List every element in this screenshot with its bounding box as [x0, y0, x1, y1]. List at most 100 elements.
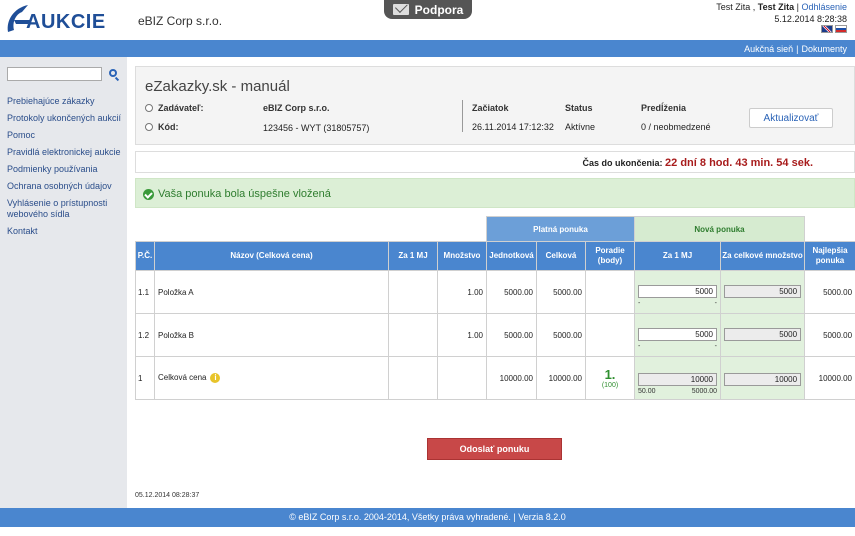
search-input[interactable]	[7, 67, 102, 81]
row-rank	[585, 270, 635, 314]
row-name: Položka B	[154, 313, 389, 357]
total-new-total-cell: 10000	[719, 356, 806, 400]
total-sub-left: 50.00	[638, 388, 656, 395]
user-info: Test Zita , Test Zita | Odhlásenie	[716, 2, 847, 12]
col-rank: Poradie (body)	[585, 241, 635, 271]
page-title: eZakazky.sk - manuál	[145, 78, 290, 95]
new-sub-right: -	[714, 300, 717, 307]
slovak-flag-icon[interactable]	[835, 25, 847, 33]
row-best-offer: 5000.00	[804, 313, 855, 357]
submit-offer-button[interactable]: Odoslať ponuku	[427, 438, 562, 460]
english-flag-icon[interactable]	[821, 25, 833, 33]
zadavatel-label: Zadávateľ:	[158, 103, 204, 113]
row-quantity: 1.00	[437, 270, 487, 314]
row-new-cell: 5000 - -	[634, 270, 721, 314]
row-pc: 1.2	[135, 313, 155, 357]
search-icon[interactable]	[109, 69, 117, 77]
row-quantity: 1.00	[437, 313, 487, 357]
total-name-cell: Celková cena i	[154, 356, 389, 400]
success-message: Vaša ponuka bola úspešne vložená	[158, 188, 331, 200]
total-best-offer: 10000.00	[804, 356, 855, 400]
offer-table: Platná ponuka Nová ponuka P.Č. Názov (Ce…	[135, 216, 855, 400]
row-per-unit	[388, 313, 438, 357]
aukcie-logo[interactable]: AUKCIE	[4, 2, 128, 38]
total-row: 1 Celková cena i 10000.00 10000.00 1. (10…	[135, 356, 855, 400]
divider: |	[796, 2, 802, 12]
group-spacer-right	[804, 216, 855, 242]
refresh-button[interactable]: Aktualizovať	[749, 108, 833, 128]
total-rank-cell: 1. (100)	[585, 356, 635, 400]
total-total: 10000.00	[536, 356, 586, 400]
total-new-per-unit: 10000	[638, 373, 717, 386]
sidebar-item-ongoing-tenders[interactable]: Prebiehajúce zákazky	[7, 96, 95, 106]
page-timestamp: 05.12.2014 08:28:37	[135, 492, 200, 499]
col-per-unit: Za 1 MJ	[388, 241, 438, 271]
sidebar-item-privacy[interactable]: Ochrana osobných údajov	[7, 181, 112, 191]
total-pc: 1	[135, 356, 155, 400]
col-unit-price: Jednotková	[486, 241, 537, 271]
sidebar-item-contact[interactable]: Kontakt	[7, 226, 38, 236]
sidebar-nav: Prebiehajúce zákazky Protokoly ukončenýc…	[7, 96, 125, 243]
row-name: Položka A	[154, 270, 389, 314]
topbar-separator: |	[796, 44, 799, 54]
logo-mark-icon	[7, 5, 30, 32]
new-sub-left: -	[638, 300, 641, 307]
kod-value: 123456 - WYT (31805757)	[263, 123, 370, 133]
start-value: 26.11.2014 17:12:32	[472, 122, 554, 132]
total-unit-price: 10000.00	[486, 356, 537, 400]
countdown-bar: Čas do ukončenia: 22 dní 8 hod. 43 min. …	[135, 151, 855, 173]
auction-info-panel: eZakazky.sk - manuál Zadávateľ: eBIZ Cor…	[135, 66, 855, 145]
envelope-icon	[392, 4, 409, 15]
sidebar-item-auction-rules[interactable]: Pravidlá elektronickej aukcie	[7, 147, 121, 157]
row-unit-price: 5000.00	[486, 270, 537, 314]
kod-radio-icon	[145, 123, 153, 131]
footer: © eBIZ Corp s.r.o. 2004-2014, Všetky prá…	[0, 508, 855, 527]
countdown-label: Čas do ukončenia:	[582, 158, 663, 168]
check-circle-icon	[143, 189, 154, 200]
panel-divider	[462, 100, 463, 132]
language-flags	[821, 25, 847, 33]
total-name: Celková cena	[158, 373, 207, 383]
col-quantity: Množstvo	[437, 241, 487, 271]
documents-link[interactable]: Dokumenty	[801, 44, 847, 54]
start-label: Začiatok	[472, 103, 509, 113]
top-navigation-bar: Aukčná sieň | Dokumenty	[0, 40, 855, 57]
row-unit-price: 5000.00	[486, 313, 537, 357]
row-total: 5000.00	[536, 313, 586, 357]
new-sub-left: -	[638, 343, 641, 350]
new-per-unit-input[interactable]: 5000	[638, 285, 717, 298]
info-icon[interactable]: i	[210, 373, 221, 383]
total-new-cell: 10000 50.00 5000.00	[634, 356, 721, 400]
group-valid-offer: Platná ponuka	[486, 216, 635, 242]
support-label: Podpora	[414, 2, 464, 17]
col-name: Názov (Celková cena)	[154, 241, 389, 271]
auction-hall-link[interactable]: Aukčná sieň	[744, 44, 794, 54]
total-new-total: 10000	[724, 373, 802, 386]
header-datetime: 5.12.2014 8:28:38	[774, 14, 847, 24]
company-name: eBIZ Corp s.r.o.	[138, 14, 223, 28]
table-row: 1.2 Položka B 1.00 5000.00 5000.00 5000 …	[135, 313, 855, 357]
support-button[interactable]: Podpora	[384, 0, 472, 19]
user-separator: ,	[750, 2, 758, 12]
col-new-per-unit: Za 1 MJ	[634, 241, 721, 271]
col-best-offer: Najlepšia ponuka	[804, 241, 855, 271]
sidebar-item-finished-auction-protocols[interactable]: Protokoly ukončených aukcií	[7, 113, 122, 123]
table-row: 1.1 Položka A 1.00 5000.00 5000.00 5000 …	[135, 270, 855, 314]
sidebar: Prebiehajúce zákazky Protokoly ukončenýc…	[0, 57, 127, 508]
new-per-unit-input[interactable]: 5000	[638, 328, 717, 341]
logout-link[interactable]: Odhlásenie	[801, 2, 847, 12]
new-total-input: 5000	[724, 285, 802, 298]
sidebar-item-terms-of-use[interactable]: Podmienky používania	[7, 164, 98, 174]
sidebar-item-help[interactable]: Pomoc	[7, 130, 36, 140]
total-per-unit	[388, 356, 438, 400]
header: AUKCIE eBIZ Corp s.r.o. Podpora Test Zit…	[0, 0, 855, 40]
row-rank	[585, 313, 635, 357]
col-pc: P.Č.	[135, 241, 155, 271]
col-total: Celková	[536, 241, 586, 271]
col-new-total-quantity: Za celkové množstvo	[719, 241, 806, 271]
sidebar-item-accessibility[interactable]: Vyhlásenie o prístupnosti webového sídla	[7, 198, 108, 219]
new-total-input: 5000	[724, 328, 802, 341]
row-total: 5000.00	[536, 270, 586, 314]
row-new-cell: 5000 - -	[634, 313, 721, 357]
